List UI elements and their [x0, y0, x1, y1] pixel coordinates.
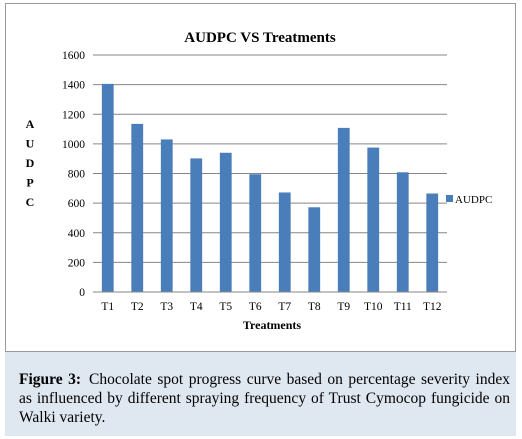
- bar-T2: [131, 123, 144, 292]
- x-tick-label: T11: [394, 301, 412, 313]
- x-tick-label: T1: [101, 301, 114, 313]
- bar-T11: [396, 172, 409, 292]
- x-tick-label: T6: [249, 301, 262, 313]
- x-tick-label: T7: [278, 301, 291, 313]
- x-tick-label: T5: [219, 301, 232, 313]
- y-tick-label: 800: [68, 169, 86, 181]
- bars: [101, 83, 439, 293]
- x-tick-label: T4: [190, 301, 203, 313]
- bar-T7: [278, 192, 291, 292]
- bar-T12: [426, 193, 439, 292]
- x-tick-label: T10: [364, 301, 383, 313]
- bar-T10: [367, 147, 380, 292]
- chart-title: AUDPC VS Treatments: [184, 30, 336, 46]
- y-tick-label: 1600: [62, 50, 85, 62]
- legend-swatch: [446, 195, 453, 202]
- y-tick-label: 0: [79, 287, 85, 299]
- bar-T1: [101, 83, 114, 293]
- x-axis-label: Treatments: [243, 318, 302, 332]
- legend: AUDPC: [446, 194, 492, 206]
- y-tick-label: 600: [68, 198, 86, 210]
- bar-T8: [308, 207, 321, 292]
- legend-label: AUDPC: [455, 194, 492, 206]
- x-tick-labels: T1 T2 T3 T4 T5 T6 T7 T8 T9 T10 T11 T12: [101, 301, 441, 313]
- x-tick-label: T3: [160, 301, 173, 313]
- x-tick-label: T12: [423, 301, 442, 313]
- caption-label: Figure 3:: [19, 371, 82, 388]
- caption-text: Chocolate spot progress curve based on p…: [19, 371, 510, 426]
- y-tick-label: 400: [68, 228, 86, 240]
- bar-T5: [219, 152, 232, 292]
- x-tick-label: T2: [131, 301, 144, 313]
- bar-T6: [249, 174, 262, 292]
- figure-caption: Figure 3: Chocolate spot progress curve b…: [5, 352, 516, 436]
- y-tick-label: 200: [68, 257, 86, 269]
- y-tick-label: 1400: [62, 80, 85, 92]
- x-tick-label: T9: [337, 301, 350, 313]
- y-tick-labels: 0 200 400 600 800 1000 1200 1400 1600: [62, 50, 85, 299]
- gridlines: [93, 54, 447, 263]
- y-tick-label: 1200: [62, 109, 85, 121]
- bar-T9: [337, 127, 350, 292]
- bar-T4: [190, 158, 203, 292]
- x-tick-label: T8: [308, 301, 321, 313]
- y-tick-label: 1000: [62, 139, 85, 151]
- bar-T3: [160, 139, 173, 292]
